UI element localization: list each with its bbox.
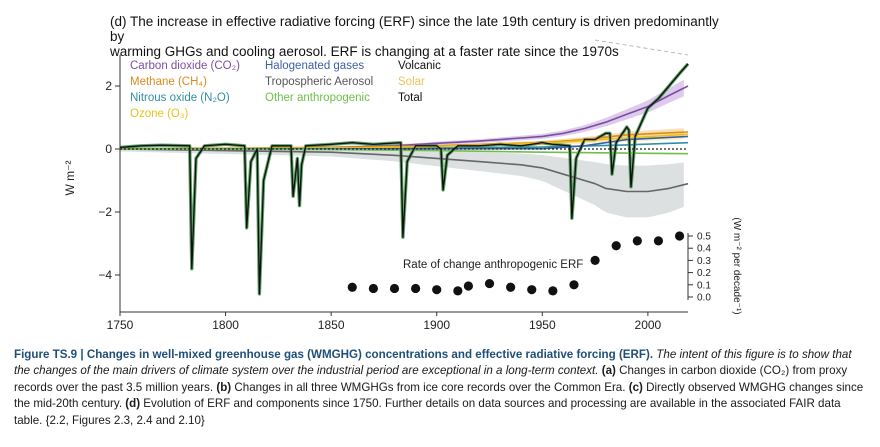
legend-entry: Other anthropogenic bbox=[265, 92, 370, 104]
rate-point bbox=[453, 286, 463, 296]
x-tick-label: 1800 bbox=[212, 318, 239, 332]
rate-point bbox=[463, 281, 474, 291]
rate-point bbox=[548, 286, 558, 296]
rate-axis-label: (W m⁻² per decade⁻¹) bbox=[731, 217, 742, 314]
figure-caption: Figure TS.9 | Changes in well-mixed gree… bbox=[14, 347, 870, 429]
caption-label-a: (a) bbox=[598, 364, 616, 378]
caption-label-d: (d) bbox=[122, 397, 141, 411]
rate-point bbox=[484, 278, 495, 289]
legend-entry: Total bbox=[398, 92, 422, 104]
rate-point bbox=[506, 282, 516, 292]
legend-entry: Carbon dioxide (CO₂) bbox=[130, 60, 240, 72]
x-tick-label: 2000 bbox=[635, 318, 662, 332]
rate-point bbox=[632, 236, 642, 246]
y-tick-label: −4 bbox=[98, 268, 112, 282]
rate-point bbox=[653, 236, 664, 246]
x-tick-label: 1750 bbox=[107, 318, 134, 332]
rate-series-label: Rate of change anthropogenic ERF bbox=[403, 259, 583, 271]
panel-title-line1: (d) The increase in effective radiative … bbox=[110, 14, 719, 44]
panel-title-line2: warming GHGs and cooling aerosol. ERF is… bbox=[110, 44, 619, 59]
x-tick-label: 1950 bbox=[529, 318, 556, 332]
title-leader-line bbox=[594, 39, 689, 56]
rate-point bbox=[569, 280, 579, 290]
panel-title: (d) The increase in effective radiative … bbox=[110, 14, 730, 59]
caption-intro: The intent of this figure is to show tha… bbox=[14, 348, 852, 378]
series-line-5 bbox=[119, 148, 689, 193]
y-tick-label: −2 bbox=[98, 205, 112, 219]
rate-point bbox=[347, 282, 357, 292]
rate-tick-label: 0.2 bbox=[697, 268, 711, 279]
ozone-uncertainty-band bbox=[120, 129, 684, 150]
rate-tick-label: 0.4 bbox=[697, 244, 711, 255]
caption-text-b: Changes in all three WMGHGs from ice cor… bbox=[231, 380, 626, 394]
rate-point bbox=[590, 255, 600, 265]
legend-entry: Nitrous oxide (N₂O) bbox=[130, 92, 230, 104]
rate-tick-label: 0.3 bbox=[697, 256, 711, 267]
legend-entry: Tropospheric Aerosol bbox=[265, 76, 373, 88]
rate-point bbox=[368, 283, 378, 294]
rate-tick-label: 0.0 bbox=[697, 293, 711, 304]
x-tick-label: 1850 bbox=[318, 318, 345, 332]
rate-point bbox=[411, 283, 421, 294]
rate-point bbox=[674, 231, 685, 241]
rate-point bbox=[527, 285, 537, 295]
y-tick-label: 2 bbox=[105, 79, 112, 93]
erf-chart: 2 0 −2 −4 1750 1800 1850 1900 1950 2000 W m⁻² Carb… bbox=[63, 39, 742, 332]
axes: 2 0 −2 −4 1750 1800 1850 1900 1950 2000 W m⁻² bbox=[63, 55, 688, 332]
caption-label-b: (b) bbox=[213, 380, 232, 394]
caption-title: Figure TS.9 | Changes in well-mixed gree… bbox=[14, 348, 654, 361]
y-axis-label: W m⁻² bbox=[63, 161, 77, 196]
title-leader-lines bbox=[594, 39, 689, 56]
legend-entry: Volcanic bbox=[398, 60, 441, 72]
rate-point bbox=[611, 241, 621, 251]
series-line-7 bbox=[119, 63, 689, 295]
rate-point bbox=[389, 283, 400, 294]
legend-entry: Methane (CH₄) bbox=[130, 76, 207, 88]
caption-text-a: Changes in carbon dioxide (CO₂) from pro… bbox=[14, 364, 848, 394]
caption-label-c: (c) bbox=[625, 380, 643, 394]
x-tick-label: 1900 bbox=[423, 318, 450, 332]
rate-tick-label: 0.1 bbox=[697, 280, 711, 291]
legend-entry: Solar bbox=[398, 76, 425, 88]
legend: Carbon dioxide (CO₂) Methane (CH₄) Nitrous… bbox=[130, 60, 441, 120]
rate-point bbox=[432, 285, 442, 295]
y-tick-label: 0 bbox=[105, 142, 112, 156]
caption-text-d: Evolution of ERF and components since 17… bbox=[14, 397, 841, 427]
series-lines bbox=[119, 62, 690, 296]
aerosol-uncertainty-band bbox=[120, 146, 684, 218]
rate-tick-label: 0.5 bbox=[697, 232, 711, 243]
rate-of-change-panel: 0.50.40.30.20.1 0.0 (W m⁻² per decade⁻¹) Ra… bbox=[347, 217, 742, 315]
legend-entry: Ozone (O₃) bbox=[130, 108, 189, 120]
legend-entry: Halogenated gases bbox=[265, 60, 364, 72]
caption-text-c: Directly observed WMGHG changes since th… bbox=[14, 380, 864, 411]
